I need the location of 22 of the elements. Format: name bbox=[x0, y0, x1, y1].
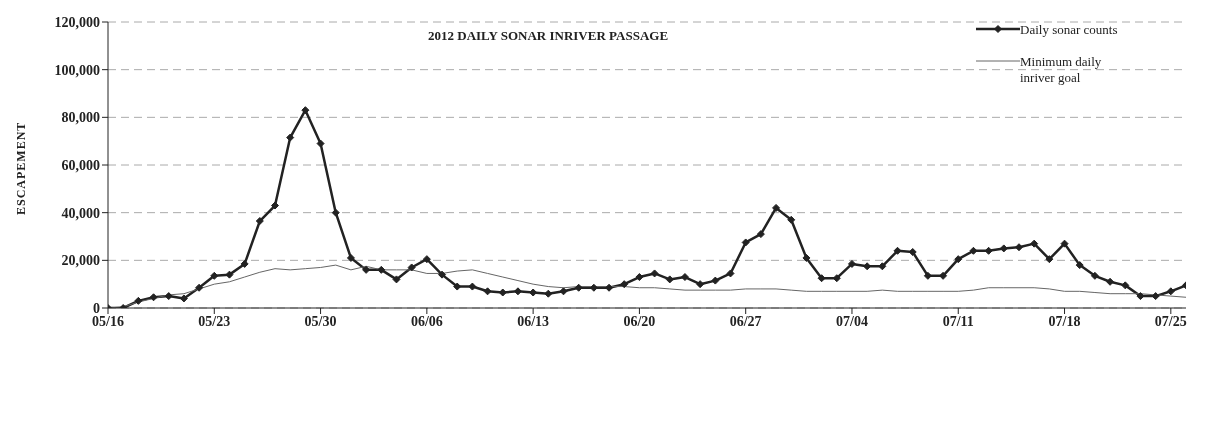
x-tick-label: 05/23 bbox=[198, 313, 231, 329]
x-tick-label: 07/25 bbox=[1154, 313, 1187, 329]
text: 2012 DAILY SONAR INRIVER PASSAGE bbox=[428, 28, 669, 44]
x-tick-label: 06/20 bbox=[623, 313, 656, 329]
legend-label: Minimum daily inriver goal bbox=[1020, 54, 1103, 86]
y-tick-label: 40,000 bbox=[61, 205, 100, 221]
y-tick-label: 20,000 bbox=[61, 253, 100, 269]
x-tick-label: 06/13 bbox=[517, 313, 550, 329]
x-tick-label: 05/16 bbox=[92, 313, 124, 329]
y-tick-label: 0 bbox=[93, 300, 100, 316]
y-tick-label: 120,000 bbox=[54, 14, 100, 30]
x-tick-label: 05/30 bbox=[304, 313, 337, 329]
y-tick-label: 80,000 bbox=[61, 110, 100, 126]
x-tick-label: 07/11 bbox=[942, 313, 974, 329]
x-tick-label: 06/27 bbox=[729, 313, 762, 329]
y-tick-label: 100,000 bbox=[54, 62, 100, 78]
y-tick-label: 60,000 bbox=[61, 157, 100, 173]
x-tick-label: 07/18 bbox=[1048, 313, 1081, 329]
x-tick-label: 06/06 bbox=[410, 313, 443, 329]
legend-label: Daily sonar counts bbox=[1020, 22, 1119, 38]
x-tick-label: 07/04 bbox=[836, 313, 868, 329]
y-axis-title: ESCAPEMENT bbox=[14, 121, 29, 215]
